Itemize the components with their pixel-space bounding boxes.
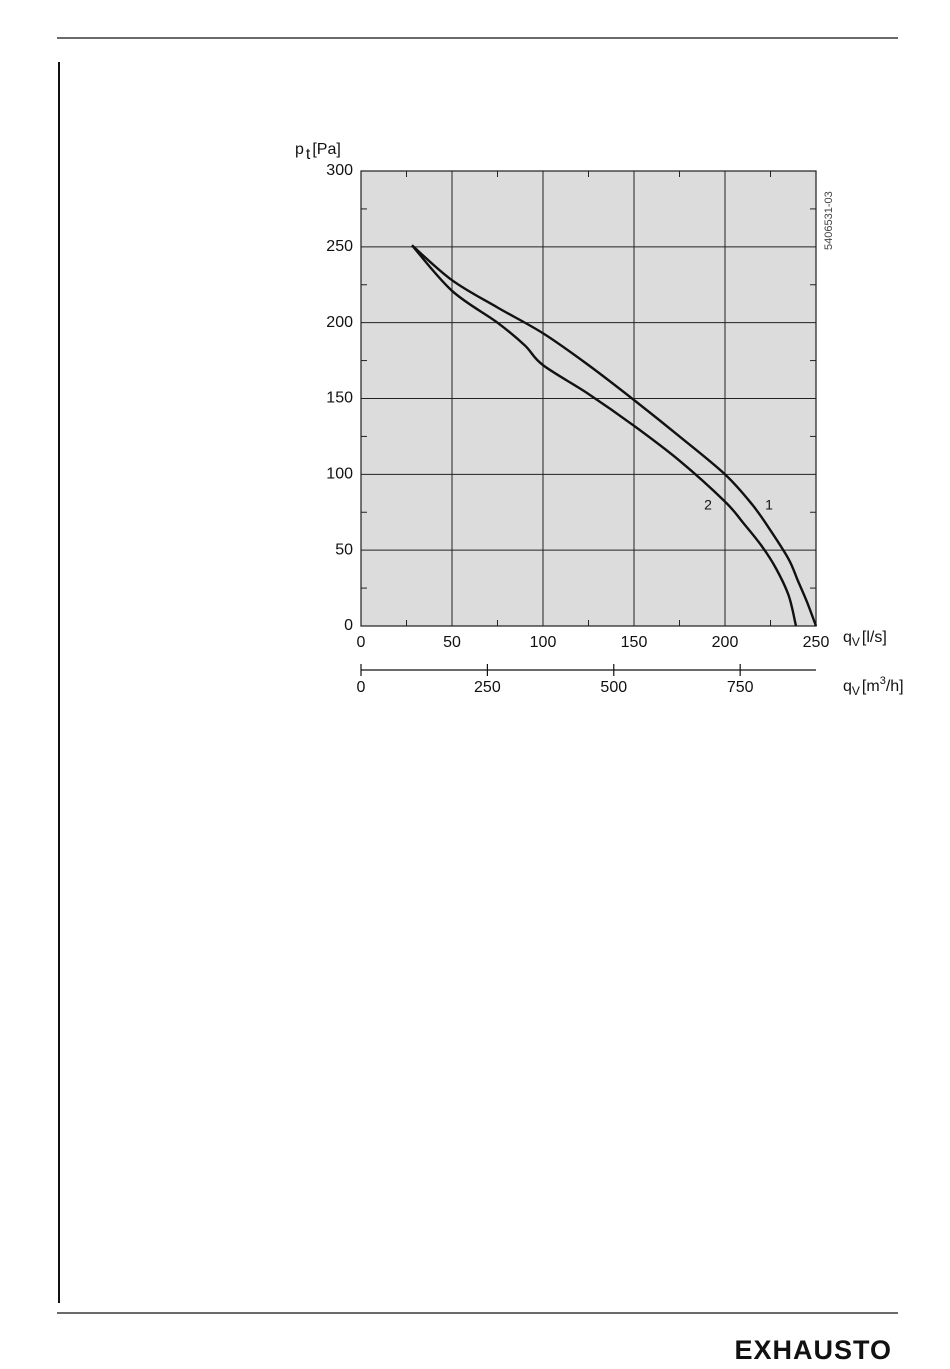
x-tick-label: 150 [621,634,648,651]
y-tick-label: 0 [344,617,353,634]
curve-label: 2 [704,497,712,513]
y-label-unit: [Pa] [312,141,340,158]
y-axis-label: p t [Pa] [295,141,341,163]
y-label-main: p [295,141,304,158]
curve-label: 1 [765,497,773,513]
y-tick-label: 150 [326,390,353,407]
x2-label-unit-b: /h] [886,678,904,695]
x-label-unit: [l/s] [862,629,887,646]
y-tick-label: 300 [326,162,353,179]
x-tick-label: 50 [443,634,461,651]
drawing-code: 5406531-03 [823,191,835,250]
x2-tick-label: 500 [600,679,627,696]
x-tick-label: 100 [530,634,557,651]
x2-tick-label: 250 [474,679,501,696]
x-tick-label: 200 [712,634,739,651]
x2-axis-label: qV [m3/h] [843,675,904,698]
curve [411,244,798,627]
x2-label-main: q [843,678,852,695]
x2-tick-label: 0 [357,679,366,696]
x-tick-label: 250 [803,634,830,651]
x-label-sub: V [852,635,860,649]
curve [411,244,818,627]
y-tick-label: 50 [335,541,353,558]
x-tick-label: 0 [357,634,366,651]
x2-label-sup: 3 [880,675,886,687]
x2-label-unit-a: [m [862,678,880,695]
x2-tick-label: 750 [727,679,754,696]
x2-label-sub: V [852,684,860,698]
y-tick-label: 250 [326,238,353,255]
y-tick-label: 200 [326,314,353,331]
brand-logo: EXHAUSTO [734,1335,892,1365]
y-tick-label: 100 [326,466,353,483]
x-label-main: q [843,629,852,646]
y-label-sub: t [306,146,311,163]
x-axis-label: qV [l/s] [843,629,887,649]
